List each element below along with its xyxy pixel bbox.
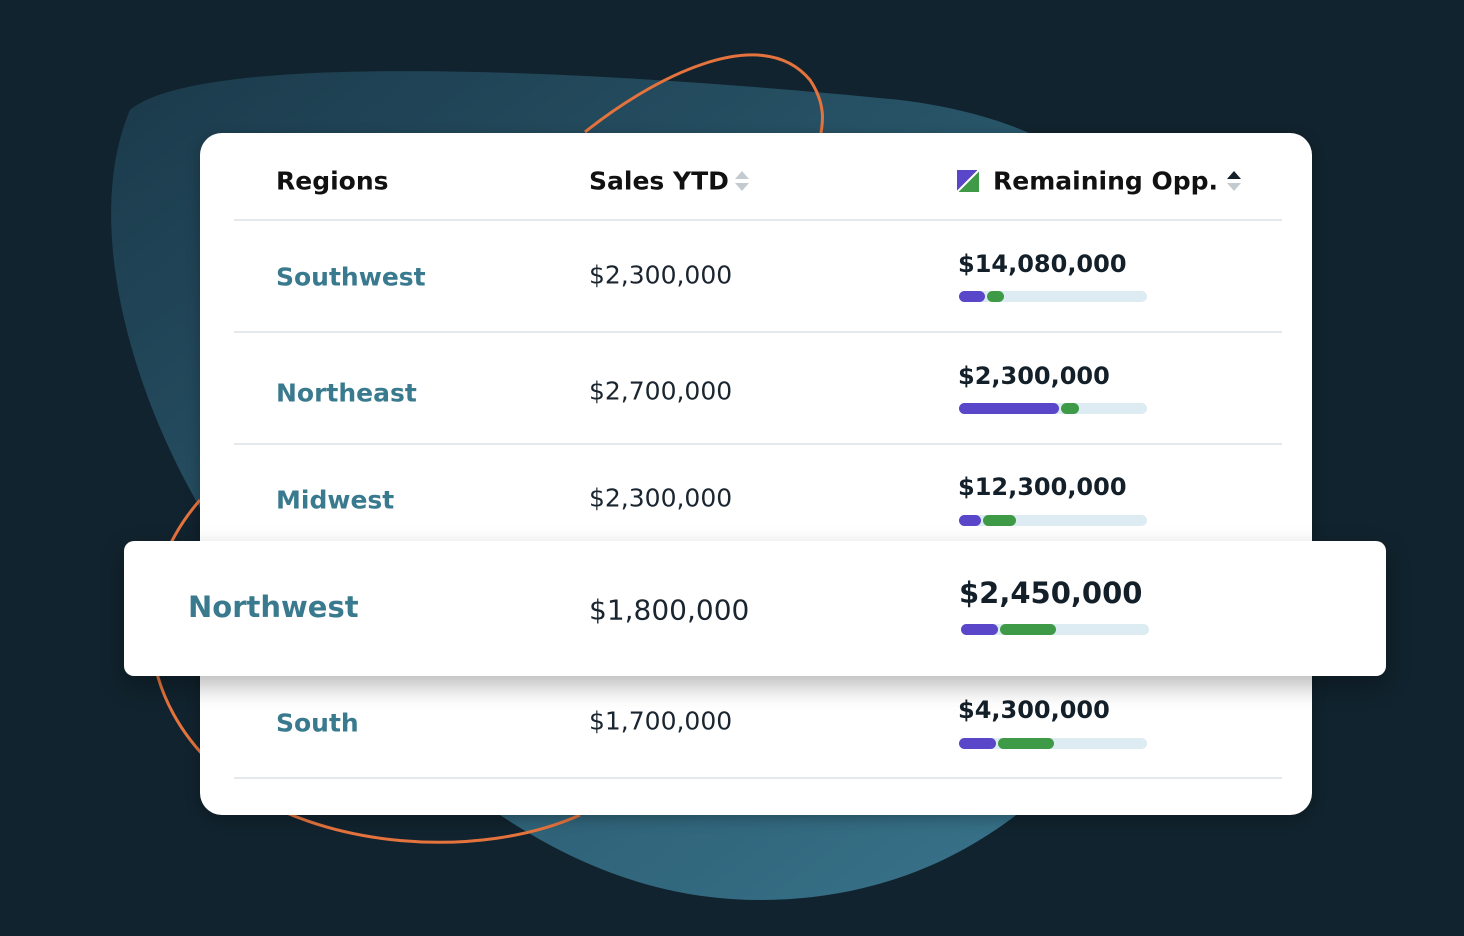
divider [234,443,1282,445]
header[interactable]: Remaining Opp. [993,166,1218,196]
sales: $1,800,000 [589,593,750,627]
progress [959,403,1147,414]
sort-icon[interactable] [1226,170,1242,192]
region[interactable]: South [276,708,359,738]
divider [234,331,1282,333]
divider [234,777,1282,779]
sales: $2,300,000 [589,483,733,513]
region[interactable]: Northeast [276,378,417,408]
remaining: $4,300,000 [958,696,1110,724]
region[interactable]: Midwest [276,485,395,515]
remaining: $2,300,000 [958,362,1110,390]
progress [959,738,1147,749]
region[interactable]: Northwest [188,590,359,624]
sort-icon[interactable] [734,170,750,192]
divider [234,219,1282,221]
sales: $2,300,000 [589,260,733,290]
progress [961,624,1149,635]
remaining: $2,450,000 [959,576,1143,610]
sales: $1,700,000 [589,706,733,736]
header: Regions [276,166,389,196]
table-card [200,133,1312,815]
progress [959,291,1147,302]
column-icon [957,170,980,193]
remaining: $12,300,000 [958,473,1127,501]
remaining: $14,080,000 [958,250,1127,278]
highlighted-row[interactable] [124,541,1386,676]
progress [959,515,1147,526]
header[interactable]: Sales YTD [589,166,729,196]
region[interactable]: Southwest [276,262,426,292]
sales: $2,700,000 [589,376,733,406]
